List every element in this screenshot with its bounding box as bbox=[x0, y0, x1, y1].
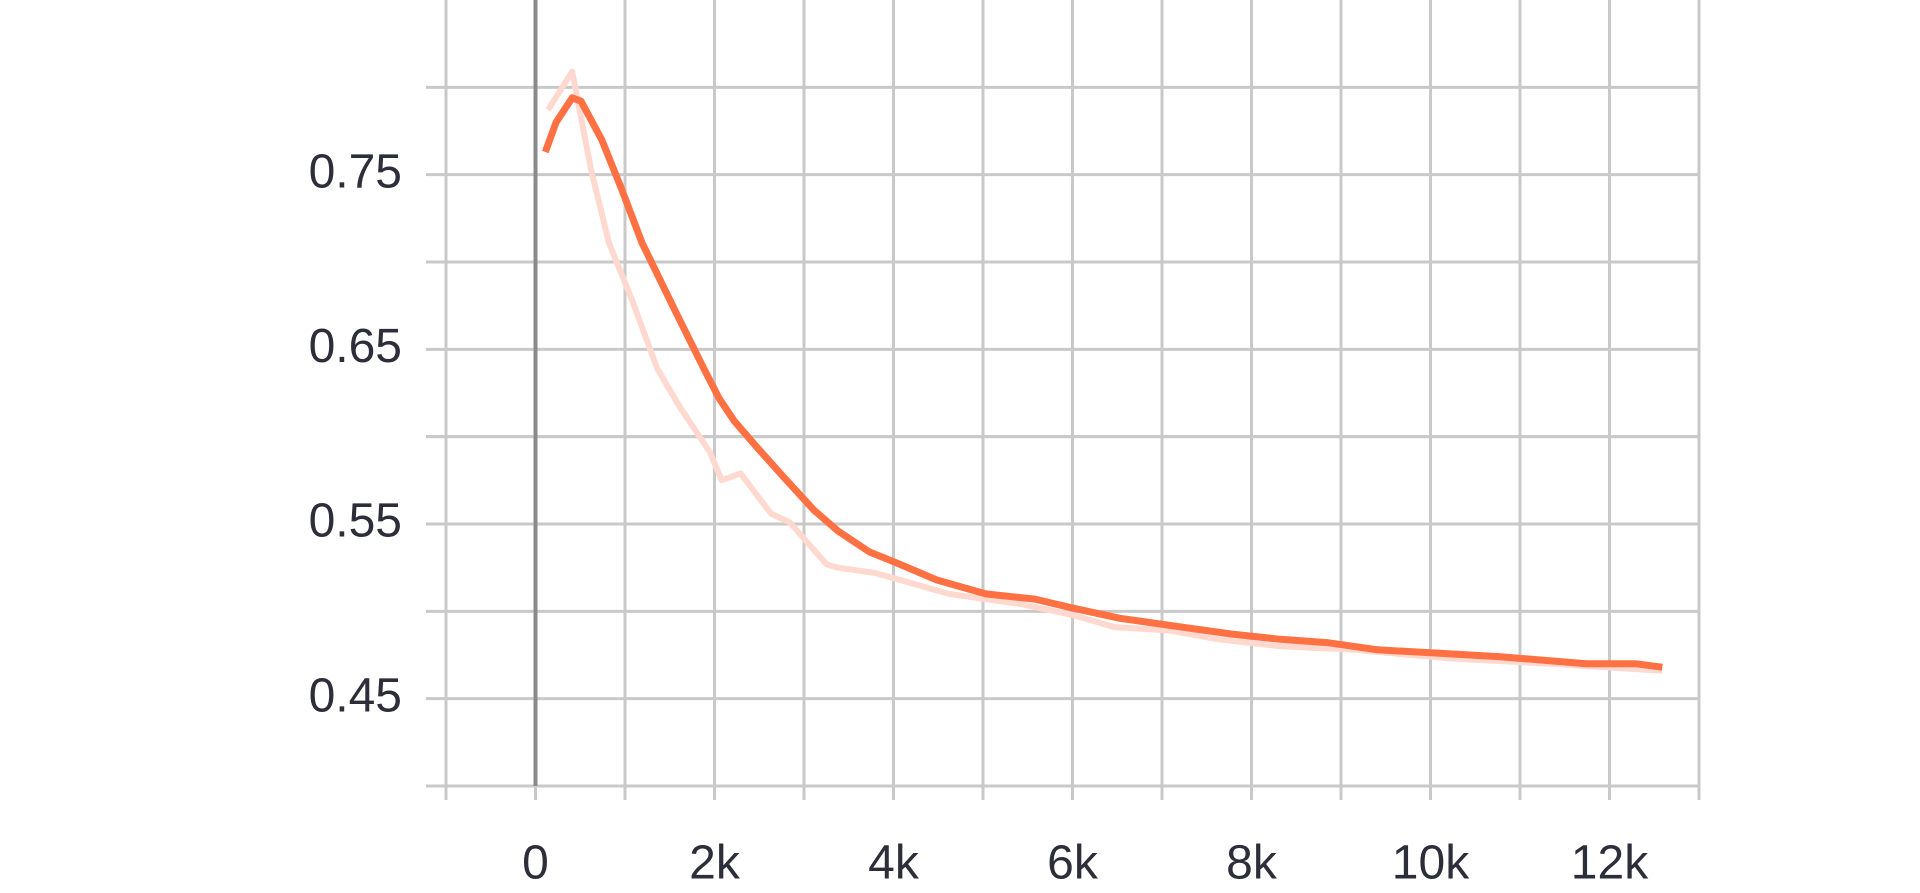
y-tick-label: 0.55 bbox=[309, 495, 402, 548]
x-tick-label: 2k bbox=[689, 837, 741, 890]
y-tick-label: 0.65 bbox=[309, 320, 402, 373]
x-tick-label: 12k bbox=[1571, 837, 1649, 890]
x-tick-label: 6k bbox=[1047, 837, 1099, 890]
y-tick-label: 0.75 bbox=[309, 145, 402, 198]
x-tick-label: 4k bbox=[868, 837, 920, 890]
x-tick-label: 0 bbox=[522, 837, 549, 890]
series-line bbox=[545, 68, 1663, 674]
x-tick-label: 10k bbox=[1392, 837, 1470, 890]
y-tick-label: 0.45 bbox=[309, 669, 402, 722]
series-line bbox=[542, 94, 1663, 671]
x-tick-label: 8k bbox=[1226, 837, 1278, 890]
